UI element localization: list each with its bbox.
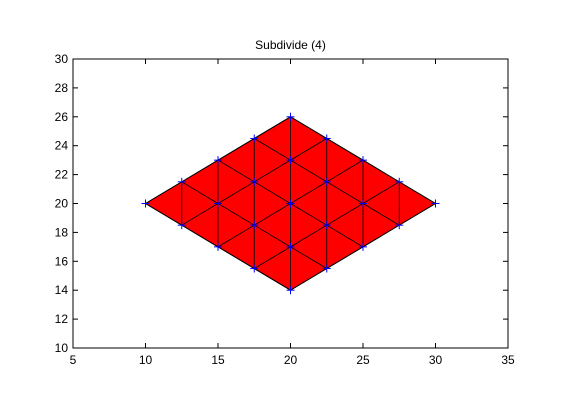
mesh-edge xyxy=(290,224,327,248)
mesh-edge xyxy=(181,224,219,248)
mesh-edge xyxy=(217,159,255,183)
mesh-edge xyxy=(362,181,400,204)
mesh-edge xyxy=(254,246,291,269)
data-point-marker xyxy=(322,264,331,273)
data-point-marker xyxy=(250,177,259,186)
mesh-edge xyxy=(290,203,327,226)
mesh-edge xyxy=(254,159,291,183)
chart-title: Subdivide (4) xyxy=(255,38,326,52)
mesh-edge xyxy=(362,159,400,183)
x-tick-label: 30 xyxy=(429,353,443,367)
y-tick-label: 16 xyxy=(55,254,69,268)
mesh-edge xyxy=(217,138,255,161)
mesh-edge xyxy=(326,224,364,248)
mesh-edge xyxy=(362,224,400,248)
mesh-edge xyxy=(399,181,436,204)
mesh-edge xyxy=(254,224,291,248)
y-tick-label: 10 xyxy=(55,341,69,355)
data-point-marker xyxy=(286,286,295,295)
data-point-marker xyxy=(286,112,295,121)
y-tick-label: 18 xyxy=(55,225,69,239)
y-tick-label: 12 xyxy=(55,312,69,326)
mesh-edge xyxy=(326,246,364,269)
data-point-marker xyxy=(214,199,222,208)
x-tick-label: 10 xyxy=(139,353,153,367)
data-point-marker xyxy=(395,221,404,230)
data-point-marker xyxy=(322,177,331,186)
data-point-marker xyxy=(177,177,186,186)
mesh-edge xyxy=(362,203,400,226)
data-point-marker xyxy=(286,199,295,208)
mesh-edge xyxy=(326,138,364,161)
mesh-edge xyxy=(254,203,291,226)
data-point-marker xyxy=(214,156,222,165)
y-tick-label: 30 xyxy=(55,52,69,66)
mesh-edge xyxy=(217,246,255,269)
mesh-edge xyxy=(290,159,327,183)
data-point-marker xyxy=(359,156,367,165)
x-tick-label: 5 xyxy=(70,353,77,367)
x-tick-label: 20 xyxy=(284,353,298,367)
mesh-edge xyxy=(290,268,327,291)
mesh-edge xyxy=(254,268,291,291)
mesh-edge xyxy=(181,203,219,226)
mesh-edge xyxy=(217,203,255,226)
mesh-edge xyxy=(254,181,291,204)
x-tick-label: 25 xyxy=(356,353,370,367)
mesh-edge xyxy=(290,181,327,204)
data-point-marker xyxy=(359,199,367,208)
mesh-edge xyxy=(217,224,255,248)
mesh-edge xyxy=(326,159,364,183)
y-tick-label: 28 xyxy=(55,81,69,95)
data-point-marker xyxy=(214,242,222,251)
y-tick-label: 14 xyxy=(55,283,69,297)
data-point-marker xyxy=(250,264,259,273)
mesh-edge xyxy=(217,181,255,204)
mesh-edge xyxy=(290,116,327,139)
mesh-edge xyxy=(326,203,364,226)
data-point-marker xyxy=(286,156,295,165)
data-point-marker xyxy=(395,177,404,186)
mesh-edge xyxy=(290,138,327,161)
data-point-marker xyxy=(431,199,440,208)
data-point-marker xyxy=(322,134,331,143)
data-point-marker xyxy=(286,242,295,251)
mesh-edge xyxy=(254,116,291,139)
y-tick-label: 22 xyxy=(55,168,69,182)
mesh-edge xyxy=(326,181,364,204)
mesh-edge xyxy=(181,159,219,183)
x-tick-label: 15 xyxy=(211,353,225,367)
y-tick-label: 20 xyxy=(55,197,69,211)
y-tick-label: 24 xyxy=(55,139,69,153)
data-point-marker xyxy=(322,221,331,230)
mesh-edge xyxy=(254,138,291,161)
mesh-edge xyxy=(181,181,219,204)
data-point-marker xyxy=(177,221,186,230)
data-point-marker xyxy=(141,199,150,208)
y-tick-label: 26 xyxy=(55,110,69,124)
x-tick-label: 35 xyxy=(501,353,515,367)
data-point-marker xyxy=(359,242,367,251)
mesh-edge xyxy=(145,203,182,226)
data-point-marker xyxy=(250,221,259,230)
data-point-marker xyxy=(250,134,259,143)
mesh-edge xyxy=(145,181,182,204)
marker-layer xyxy=(141,112,440,295)
mesh-edge xyxy=(399,203,436,226)
mesh-edge xyxy=(290,246,327,269)
